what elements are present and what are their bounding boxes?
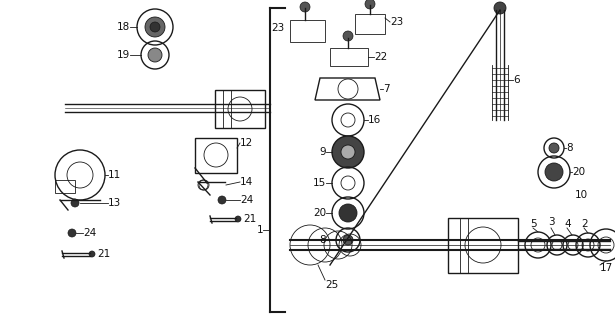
Text: 13: 13 <box>108 198 121 208</box>
Text: 23: 23 <box>390 17 403 27</box>
Text: 5: 5 <box>530 219 537 229</box>
Text: 6: 6 <box>513 75 520 85</box>
Text: 24: 24 <box>83 228 97 238</box>
Circle shape <box>235 216 241 222</box>
Text: 16: 16 <box>368 115 381 125</box>
Circle shape <box>494 2 506 14</box>
Text: 2: 2 <box>581 219 587 229</box>
Circle shape <box>545 163 563 181</box>
Circle shape <box>365 0 375 9</box>
Circle shape <box>218 196 226 204</box>
Text: 4: 4 <box>564 219 571 229</box>
Circle shape <box>148 48 162 62</box>
Bar <box>215 90 265 128</box>
Circle shape <box>549 143 559 153</box>
Circle shape <box>89 251 95 257</box>
Text: 17: 17 <box>600 263 613 273</box>
Circle shape <box>71 199 79 207</box>
Text: 8: 8 <box>319 235 326 245</box>
Text: 15: 15 <box>313 178 326 188</box>
Text: 3: 3 <box>548 217 555 227</box>
Text: 11: 11 <box>108 170 121 180</box>
Text: 10: 10 <box>575 190 588 200</box>
Text: 18: 18 <box>117 22 130 32</box>
Circle shape <box>150 22 160 32</box>
Circle shape <box>300 2 310 12</box>
Circle shape <box>332 136 364 168</box>
Text: 25: 25 <box>325 280 338 290</box>
Text: 20: 20 <box>313 208 326 218</box>
Text: 1: 1 <box>256 225 263 235</box>
Bar <box>355 14 385 34</box>
Text: 8: 8 <box>566 143 573 153</box>
Text: 22: 22 <box>374 52 387 62</box>
Circle shape <box>343 235 353 245</box>
Text: 20: 20 <box>572 167 585 177</box>
Circle shape <box>341 145 355 159</box>
Text: 21: 21 <box>97 249 110 259</box>
Text: 12: 12 <box>240 138 253 148</box>
Text: 24: 24 <box>240 195 253 205</box>
Text: 19: 19 <box>117 50 130 60</box>
Text: 21: 21 <box>243 214 256 224</box>
Text: 9: 9 <box>319 147 326 157</box>
Circle shape <box>339 204 357 222</box>
Circle shape <box>145 17 165 37</box>
Bar <box>55 180 75 193</box>
Circle shape <box>343 31 353 41</box>
Circle shape <box>68 229 76 237</box>
Text: 14: 14 <box>240 177 253 187</box>
Bar <box>448 218 518 273</box>
Text: 23: 23 <box>272 23 285 33</box>
Text: 7: 7 <box>383 84 390 94</box>
Bar <box>195 138 237 173</box>
Bar <box>330 48 368 66</box>
Bar <box>290 20 325 42</box>
